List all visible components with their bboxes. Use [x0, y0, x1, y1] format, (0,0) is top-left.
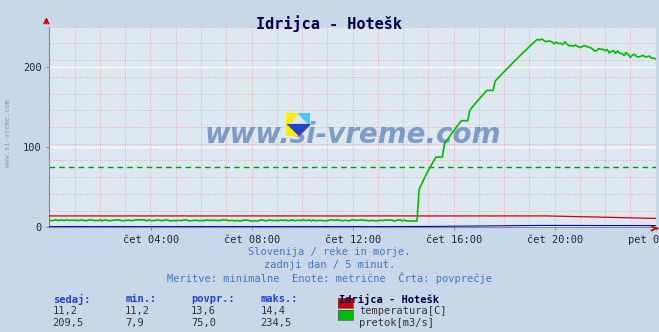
Text: 11,2: 11,2 — [125, 306, 150, 316]
Text: Meritve: minimalne  Enote: metrične  Črta: povprečje: Meritve: minimalne Enote: metrične Črta:… — [167, 272, 492, 284]
Text: min.:: min.: — [125, 294, 156, 304]
Text: Idrijca - Hotešk: Idrijca - Hotešk — [256, 15, 403, 32]
Text: www.si-vreme.com: www.si-vreme.com — [204, 121, 501, 149]
Text: 209,5: 209,5 — [53, 318, 84, 328]
Polygon shape — [286, 124, 298, 136]
Text: www.si-vreme.com: www.si-vreme.com — [5, 99, 11, 167]
Text: 234,5: 234,5 — [260, 318, 291, 328]
Text: Slovenija / reke in morje.: Slovenija / reke in morje. — [248, 247, 411, 257]
Text: zadnji dan / 5 minut.: zadnji dan / 5 minut. — [264, 260, 395, 270]
Text: 13,6: 13,6 — [191, 306, 216, 316]
Text: temperatura[C]: temperatura[C] — [359, 306, 447, 316]
Polygon shape — [286, 113, 298, 124]
Text: maks.:: maks.: — [260, 294, 298, 304]
Text: 7,9: 7,9 — [125, 318, 144, 328]
Text: povpr.:: povpr.: — [191, 294, 235, 304]
Polygon shape — [298, 113, 310, 124]
Polygon shape — [286, 124, 310, 136]
Text: 75,0: 75,0 — [191, 318, 216, 328]
Text: Idrijca - Hotešk: Idrijca - Hotešk — [339, 294, 440, 305]
Text: 14,4: 14,4 — [260, 306, 285, 316]
Text: sedaj:: sedaj: — [53, 294, 90, 305]
Text: pretok[m3/s]: pretok[m3/s] — [359, 318, 434, 328]
Text: 11,2: 11,2 — [53, 306, 78, 316]
